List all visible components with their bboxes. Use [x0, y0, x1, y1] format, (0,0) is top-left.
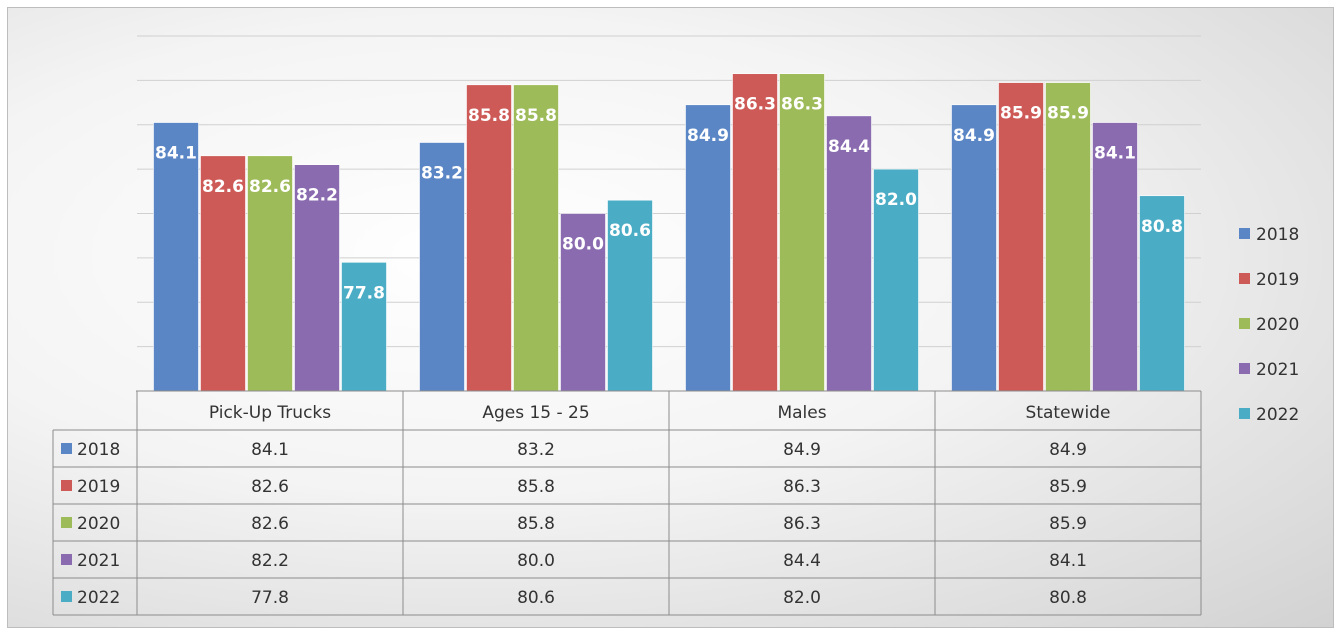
table-cell: 84.9: [1049, 440, 1087, 460]
legend-key: [1239, 273, 1250, 284]
bar-value-label: 82.0: [875, 190, 917, 210]
bar: [466, 84, 512, 392]
legend-label: 2019: [1256, 270, 1299, 290]
table-row-label: 2020: [77, 514, 120, 534]
table-cell: 86.3: [783, 477, 821, 497]
bar: [560, 213, 606, 392]
table-cell: 80.6: [517, 588, 555, 608]
table-cell: 82.2: [251, 551, 289, 571]
bar-value-label: 80.8: [1141, 217, 1183, 237]
bar: [419, 142, 465, 392]
table-cell: 84.9: [783, 440, 821, 460]
bar-value-label: 77.8: [343, 283, 385, 303]
table-row-label: 2021: [77, 551, 120, 571]
table-legend-key: [61, 554, 72, 565]
table-cell: 77.8: [251, 588, 289, 608]
bar: [341, 262, 387, 392]
bar: [951, 104, 997, 392]
legend-label: 2020: [1256, 315, 1299, 335]
bar-value-label: 84.1: [155, 144, 197, 164]
bar: [779, 73, 825, 392]
legend-key: [1239, 318, 1250, 329]
table-cell: 80.8: [1049, 588, 1087, 608]
category-label: Statewide: [1026, 403, 1111, 423]
category-label: Males: [777, 403, 826, 423]
bar-value-label: 84.4: [828, 137, 870, 157]
table-cell: 80.0: [517, 551, 555, 571]
bar-value-label: 82.6: [249, 177, 291, 197]
table-legend-key: [61, 591, 72, 602]
bar: [247, 155, 293, 392]
table-cell: 86.3: [783, 514, 821, 534]
bar-value-label: 84.9: [953, 126, 995, 146]
legend-label: 2021: [1256, 360, 1299, 380]
bar-value-label: 85.9: [1000, 104, 1042, 124]
legend-key: [1239, 408, 1250, 419]
category-label: Pick-Up Trucks: [209, 403, 331, 423]
table-legend-key: [61, 443, 72, 454]
table-row-label: 2018: [77, 440, 120, 460]
table-row-label: 2019: [77, 477, 120, 497]
table-cell: 84.1: [1049, 551, 1087, 571]
bar-value-label: 83.2: [421, 164, 463, 184]
category-label: Ages 15 - 25: [482, 403, 589, 423]
legend-label: 2018: [1256, 225, 1299, 245]
bar-value-label: 82.2: [296, 186, 338, 206]
bar: [1045, 82, 1091, 392]
table-row-label: 2022: [77, 588, 120, 608]
table-cell: 85.8: [517, 477, 555, 497]
bar: [200, 155, 246, 392]
table-cell: 84.1: [251, 440, 289, 460]
bar: [513, 84, 559, 392]
bar-value-label: 82.6: [202, 177, 244, 197]
table-cell: 85.9: [1049, 477, 1087, 497]
legend-key: [1239, 363, 1250, 374]
table-cell: 82.6: [251, 514, 289, 534]
chart-frame: 84.1 82.6 82.6 82.2 77.8 83.2 85.8 85.8 80.0 80.6…: [7, 7, 1334, 628]
data-table: Pick-Up Trucks Ages 15 - 25 Males Statewide…: [52, 390, 1202, 616]
bar-value-label: 85.9: [1047, 104, 1089, 124]
bar: [998, 82, 1044, 392]
bar: [294, 164, 340, 392]
bar: [826, 115, 872, 392]
table-cell: 85.9: [1049, 514, 1087, 534]
bar: [1139, 195, 1185, 392]
legend: 2018 2019 2020 2021 2022: [1239, 225, 1299, 425]
legend-label: 2022: [1256, 405, 1299, 425]
table-legend-key: [61, 517, 72, 528]
table-cell: 82.0: [783, 588, 821, 608]
bar-value-label: 80.6: [609, 221, 651, 241]
table-cell: 82.6: [251, 477, 289, 497]
bar-value-label: 85.8: [515, 106, 557, 126]
bar: [685, 104, 731, 392]
bar: [607, 199, 653, 392]
bar-value-label: 86.3: [781, 95, 823, 115]
bar-value-label: 80.0: [562, 235, 604, 255]
table-legend-key: [61, 480, 72, 491]
bar: [873, 168, 919, 392]
bar-value-label: 86.3: [734, 95, 776, 115]
bar-value-label: 84.9: [687, 126, 729, 146]
bar-value-label: 84.1: [1094, 144, 1136, 164]
legend-key: [1239, 228, 1250, 239]
bar-chart: 84.182.6 82.6 82.277.883.285.8 85.880.080.6…: [52, 35, 1299, 616]
bar-value-label: 85.8: [468, 106, 510, 126]
table-cell: 83.2: [517, 440, 555, 460]
table-cell: 85.8: [517, 514, 555, 534]
bar: [732, 73, 778, 392]
table-cell: 84.4: [783, 551, 821, 571]
bar: [153, 122, 199, 392]
